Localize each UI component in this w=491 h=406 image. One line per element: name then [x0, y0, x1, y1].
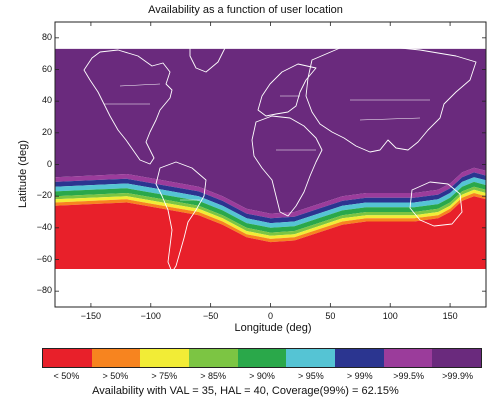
europe-coast — [257, 63, 317, 117]
y-tick-label: 40 — [41, 95, 52, 106]
x-tick-label: 0 — [267, 311, 273, 321]
coastlines — [55, 37, 486, 293]
band-5 — [55, 177, 486, 228]
colorbar-swatch — [237, 349, 287, 367]
y-tick-label: 20 — [41, 126, 52, 137]
colorbar-label: > 85% — [200, 371, 226, 381]
australia-coast — [409, 181, 463, 227]
north-america-coast — [83, 49, 173, 165]
band-8 — [55, 48, 486, 214]
colorbar-swatch — [432, 349, 482, 367]
colorbar-swatch — [140, 349, 190, 367]
y-tick-label: 0 — [46, 158, 52, 169]
colorbar-swatch — [286, 349, 336, 367]
availability-bands — [55, 48, 486, 269]
colorbar-label: >99.9% — [442, 371, 473, 381]
x-tick-label: 50 — [325, 311, 336, 321]
colorbar-label: > 99% — [346, 371, 373, 381]
colorbar-label: >99.5% — [393, 371, 425, 381]
colorbar-swatch — [43, 349, 92, 367]
colorbar-labels: < 50% > 50% > 75% > 85% > 90% > 95% > 99% >99.5… — [42, 371, 482, 381]
country-borders — [104, 83, 430, 201]
y-tick-label: −40 — [36, 221, 52, 232]
asia-coast — [305, 45, 477, 153]
colorbar-label: < 50% — [53, 371, 80, 381]
x-tick-label: −50 — [202, 311, 219, 321]
availability-caption: Availability with VAL = 35, HAL = 40, Co… — [92, 385, 399, 397]
colorbar-label: > 95% — [298, 371, 324, 381]
colorbar-label: > 75% — [151, 371, 178, 381]
band-7 — [55, 167, 486, 219]
colorbar-swatch — [335, 349, 384, 367]
y-tick-label: 60 — [41, 63, 52, 74]
band-0 — [55, 196, 486, 269]
x-tick-label: 100 — [382, 311, 398, 321]
tick-marks — [55, 22, 486, 307]
colorbar — [42, 348, 482, 368]
chart-title: Availability as a function of user locat… — [148, 4, 343, 16]
colorbar-label: > 90% — [249, 371, 275, 381]
y-tick-label: −80 — [36, 285, 52, 296]
colorbar-swatch — [91, 349, 141, 367]
x-tick-label: −150 — [80, 311, 102, 321]
antarctica-coast — [55, 271, 486, 293]
greenland-coast — [189, 37, 227, 73]
colorbar-swatch — [383, 349, 433, 367]
y-tick-label: −20 — [36, 190, 52, 201]
x-tick-label: 150 — [442, 311, 458, 321]
colorbar-swatch — [189, 349, 238, 367]
x-tick-label: −100 — [140, 311, 161, 321]
africa-coast — [251, 115, 323, 217]
colorbar-label: > 50% — [102, 371, 129, 381]
y-tick-label: −60 — [36, 253, 52, 264]
south-america-coast — [155, 161, 207, 273]
x-axis-label: Longitude (deg) — [234, 322, 312, 334]
y-tick-label: 80 — [41, 31, 52, 42]
